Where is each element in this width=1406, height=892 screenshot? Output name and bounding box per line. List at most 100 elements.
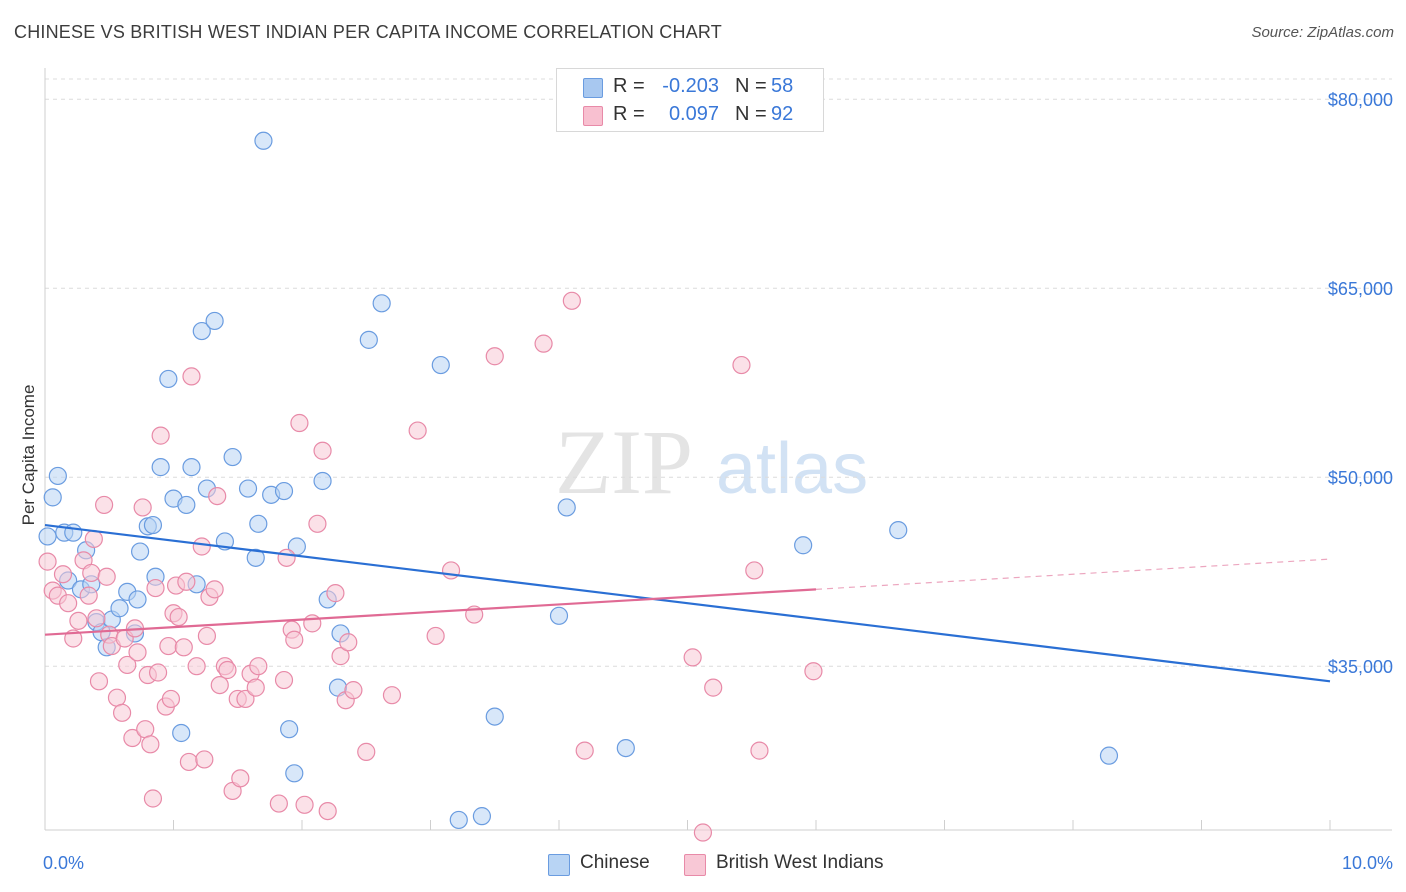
r-label: R = <box>613 103 645 125</box>
british-west-indians-point <box>249 657 268 676</box>
y-tick-label: $65,000 <box>1328 279 1393 299</box>
british-west-indians-point <box>205 580 224 599</box>
british-west-indians-point <box>177 572 196 591</box>
y-tick-label: $50,000 <box>1328 468 1393 488</box>
british-west-indians-point <box>97 567 116 586</box>
british-west-indians-point <box>107 688 127 707</box>
chinese-point <box>794 536 813 555</box>
chart-title: CHINESE VS BRITISH WEST INDIAN PER CAPIT… <box>14 22 722 42</box>
chinese-point <box>151 458 170 477</box>
british-west-indians-point <box>95 495 114 515</box>
british-west-indians-point <box>89 672 109 691</box>
axes <box>44 68 1392 831</box>
legend-swatch-british-west-indians <box>684 854 706 876</box>
british-west-indians-point <box>562 291 581 310</box>
chinese-point <box>130 542 150 561</box>
chinese-point <box>143 515 163 535</box>
british-west-indians-point <box>426 626 445 646</box>
british-west-indians-swatch <box>583 106 603 126</box>
british-west-indians-point <box>274 670 294 690</box>
british-west-indians-trend-line-extension <box>815 558 1331 590</box>
british-west-indians-point <box>295 795 314 814</box>
chinese-point <box>549 606 569 625</box>
chinese-point <box>205 311 224 331</box>
british-west-indians-point <box>683 648 702 667</box>
british-west-indians-point <box>231 769 250 788</box>
chinese-trend-line <box>44 523 1331 683</box>
legend-swatch-chinese <box>548 854 570 876</box>
british-west-indians-point <box>112 703 132 722</box>
british-west-indians-point <box>182 367 201 386</box>
stat-row-british-west-indians: R = 0.097 N = 92 <box>557 102 823 130</box>
chinese-point <box>557 498 576 517</box>
n-value: 58 <box>771 75 794 97</box>
british-west-indians-point <box>357 742 376 761</box>
n-value: 92 <box>771 103 794 125</box>
r-value: 0.097 <box>668 103 719 125</box>
r-label: R = <box>613 75 645 97</box>
british-west-indians-point <box>269 794 288 813</box>
british-west-indians-point <box>136 720 155 739</box>
british-west-indians-point <box>277 548 296 567</box>
british-west-indians-point <box>441 561 461 580</box>
british-west-indians-point <box>339 633 358 652</box>
chinese-point <box>238 479 258 498</box>
british-west-indians-point <box>133 498 152 517</box>
chinese-point <box>485 707 504 726</box>
british-west-indians-point <box>485 347 504 366</box>
british-west-indians-point <box>82 563 101 583</box>
british-west-indians-point <box>326 584 345 603</box>
chinese-point <box>159 369 178 389</box>
british-west-indians-point <box>141 735 160 754</box>
chinese-point <box>449 810 468 830</box>
chinese-point <box>616 738 635 758</box>
british-west-indians-point <box>69 611 88 630</box>
british-west-indians-point <box>84 529 103 549</box>
x-tick-label: 0.0% <box>43 853 84 873</box>
british-west-indians-point <box>174 638 193 657</box>
british-west-indians-point <box>187 657 206 676</box>
chinese-point <box>246 548 265 567</box>
chinese-point <box>372 294 391 313</box>
chinese-point <box>48 466 67 486</box>
y-tick-label: $35,000 <box>1328 657 1393 677</box>
british-west-indians-point <box>169 607 188 627</box>
chinese-point <box>274 481 294 501</box>
british-west-indians-point <box>148 663 168 682</box>
british-west-indians-point <box>210 675 229 695</box>
chinese-point <box>43 488 62 507</box>
british-west-indians-point <box>732 355 751 375</box>
y-axis-label: Per Capita Income <box>19 385 38 526</box>
chinese-point <box>254 131 273 150</box>
british-west-indians-point <box>151 426 170 445</box>
watermark-zip: ZIP <box>555 411 693 513</box>
grid-lines <box>45 78 1392 667</box>
british-west-indians-point <box>159 636 178 656</box>
chinese-point <box>313 471 332 491</box>
trend-lines <box>44 523 1331 683</box>
british-west-indians-point <box>382 686 402 705</box>
chinese-point <box>280 720 299 739</box>
british-west-indians-point <box>218 660 237 680</box>
british-west-indians-point <box>750 741 769 760</box>
chinese-point <box>223 447 242 467</box>
british-west-indians-point <box>693 823 713 842</box>
british-west-indians-trend-line <box>44 588 817 636</box>
chinese-point <box>110 599 129 618</box>
n-label: N = <box>735 103 767 125</box>
stat-row-chinese: R = -0.203 N = 58 <box>557 74 823 102</box>
chinese-point <box>285 764 304 783</box>
british-west-indians-point <box>285 630 304 649</box>
british-west-indians-point <box>87 609 106 628</box>
chinese-point <box>472 807 491 826</box>
british-west-indians-point <box>59 594 78 613</box>
british-west-indians-point <box>128 643 147 662</box>
british-west-indians-point <box>290 413 309 433</box>
british-west-indians-point <box>79 586 98 605</box>
chinese-point <box>182 458 201 477</box>
british-west-indians-point <box>118 655 137 675</box>
british-west-indians-point <box>192 537 211 556</box>
british-west-indians-point <box>195 750 214 769</box>
british-west-indians-point <box>313 441 332 460</box>
